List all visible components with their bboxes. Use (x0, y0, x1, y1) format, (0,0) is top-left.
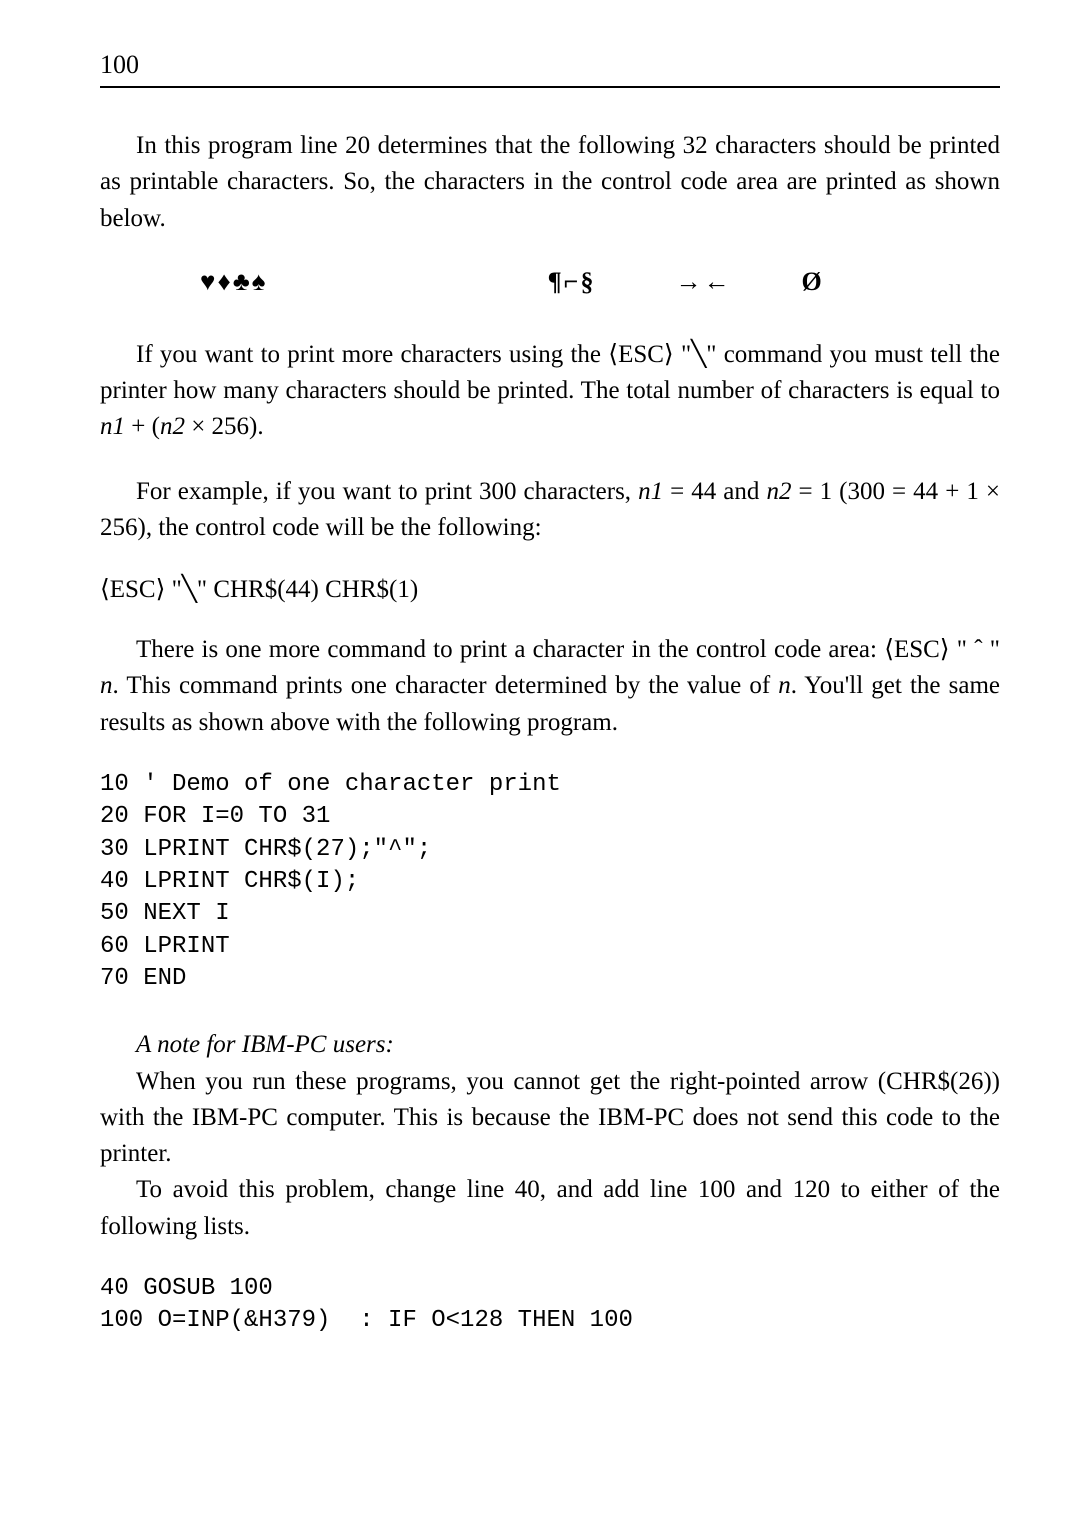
symbols-group3: →← (675, 267, 731, 296)
symbols-group2: ¶⌐§ (548, 267, 596, 296)
symbol-output-row: ♥♦♣♠ ¶⌐§ →← Ø (200, 267, 1000, 297)
para2-b: + ( (125, 413, 160, 440)
note-title: A note for IBM-PC users: (136, 1031, 394, 1058)
para2-c: × 256). (185, 413, 264, 440)
para3-n1: n1 (638, 478, 663, 505)
header-rule (100, 86, 1000, 88)
para6-text: To avoid this problem, change line 40, a… (100, 1176, 1000, 1239)
para2-n1: n1 (100, 413, 125, 440)
para5-text: When you run these programs, you cannot … (100, 1068, 1000, 1168)
para4-n2: n (778, 672, 791, 699)
paragraph-4: There is one more command to print a cha… (100, 632, 1000, 741)
para3-b: = 44 and (663, 478, 766, 505)
para4-a: There is one more command to print a cha… (136, 636, 1000, 663)
para1-text: In this program line 20 determines that … (100, 132, 1000, 232)
symbols-group1: ♥♦♣♠ (200, 267, 268, 296)
page-number: 100 (100, 50, 1000, 80)
para2-n2: n2 (160, 413, 185, 440)
note-block: A note for IBM-PC users: When you run th… (100, 1027, 1000, 1245)
code-listing-2: 40 GOSUB 100 100 O=INP(&H379) : IF O<128… (100, 1273, 1000, 1338)
symbols-group4: Ø (801, 267, 823, 296)
paragraph-1: In this program line 20 determines that … (100, 128, 1000, 237)
para2-a: If you want to print more characters usi… (100, 341, 1000, 404)
paragraph-3: For example, if you want to print 300 ch… (100, 474, 1000, 547)
para3-a: For example, if you want to print 300 ch… (136, 478, 638, 505)
para4-n: n (100, 672, 113, 699)
para3-n2: n2 (766, 478, 791, 505)
esc-command-line: ⟨ESC⟩ "╲" CHR$(44) CHR$(1) (100, 574, 1000, 604)
code-listing-1: 10 ' Demo of one character print 20 FOR … (100, 769, 1000, 996)
paragraph-2: If you want to print more characters usi… (100, 337, 1000, 446)
para4-b: . This command prints one character dete… (113, 672, 779, 699)
